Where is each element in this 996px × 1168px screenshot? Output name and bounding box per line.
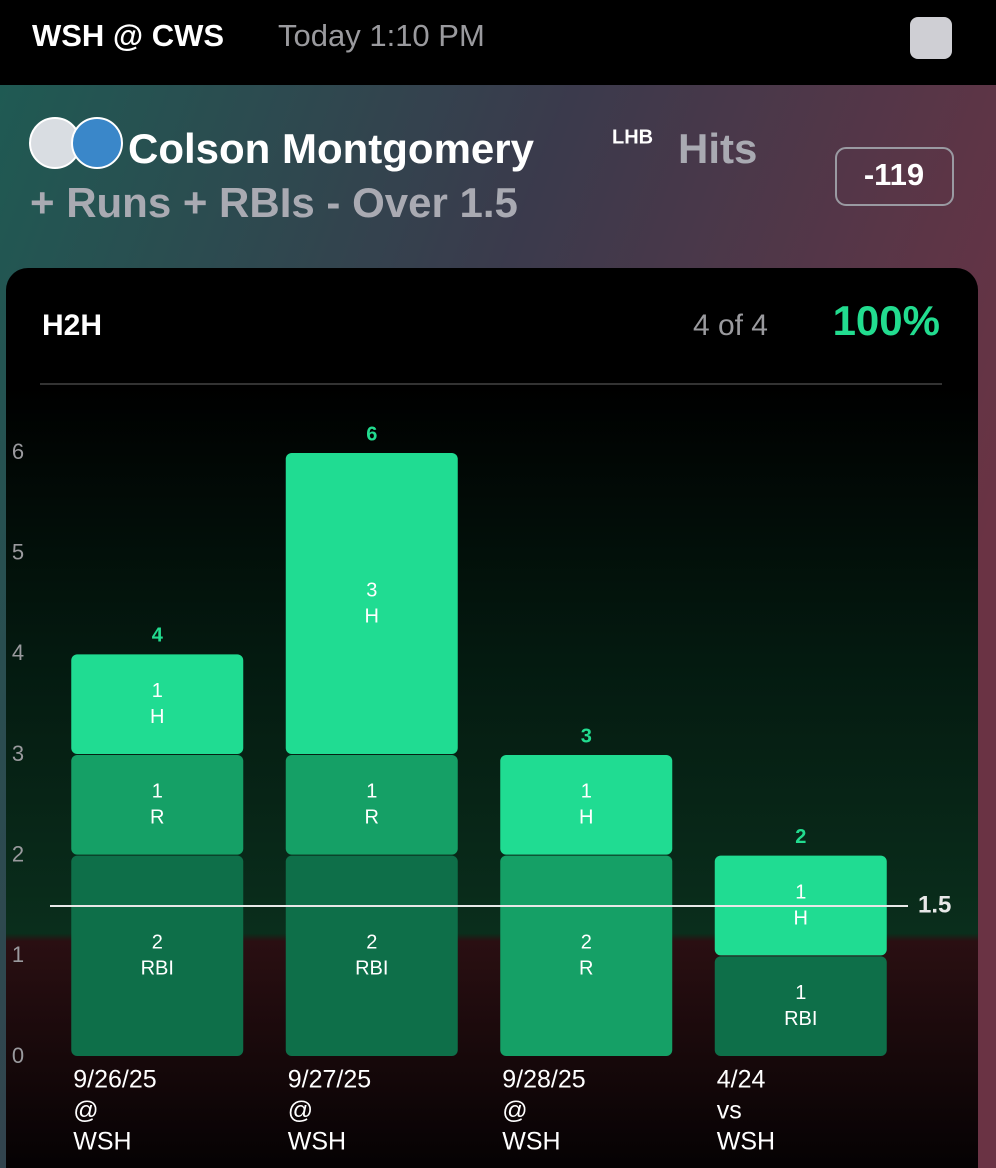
bar-segment bbox=[500, 755, 673, 855]
game-time: Today 1:10 PM bbox=[278, 18, 485, 53]
x-tick-label: @ bbox=[288, 1097, 313, 1125]
x-tick-label: WSH bbox=[73, 1128, 131, 1156]
segment-name: H bbox=[794, 907, 808, 929]
segment-value: 2 bbox=[581, 932, 592, 954]
record: 4 of 4 bbox=[693, 309, 768, 342]
chart: 0 1 2 3 4 5 6 2 RBI 1 R 1 H 4 9/26/25 @ WSH 2 RBI 1 R 3 H 6 9/27… bbox=[12, 423, 952, 1155]
x-tick-label: 9/27/25 bbox=[288, 1066, 371, 1094]
segment-value: 1 bbox=[795, 881, 806, 903]
x-tick-label: 4/24 bbox=[717, 1066, 766, 1094]
bar-segment bbox=[285, 453, 458, 754]
y-tick-label: 6 bbox=[12, 439, 24, 464]
card-title: H2H bbox=[42, 309, 102, 342]
total-label: 6 bbox=[366, 423, 377, 445]
y-tick-label: 5 bbox=[12, 539, 24, 564]
x-tick-label: @ bbox=[502, 1097, 527, 1125]
x-tick-label: vs bbox=[717, 1097, 742, 1125]
x-tick-label: 9/28/25 bbox=[502, 1066, 585, 1094]
bar-segment bbox=[285, 855, 458, 1056]
bar-segment bbox=[285, 755, 458, 855]
segment-value: 2 bbox=[152, 932, 163, 954]
segment-name: H bbox=[150, 706, 164, 728]
x-tick-label: WSH bbox=[288, 1128, 346, 1156]
odds-button[interactable] bbox=[835, 147, 954, 206]
y-tick-label: 3 bbox=[12, 741, 24, 766]
market: Hits bbox=[678, 125, 757, 172]
segment-name: R bbox=[150, 807, 164, 829]
segment-name: RBI bbox=[355, 958, 388, 980]
segment-value: 2 bbox=[366, 932, 377, 954]
segment-name: RBI bbox=[784, 1008, 817, 1030]
matchup: WSH @ CWS bbox=[32, 18, 224, 53]
team-logo bbox=[71, 117, 123, 169]
total-label: 2 bbox=[795, 826, 806, 848]
x-tick-label: WSH bbox=[717, 1128, 775, 1156]
bar-segment bbox=[71, 855, 244, 1056]
header-bar bbox=[0, 0, 996, 85]
total-label: 4 bbox=[152, 625, 164, 647]
segment-value: 1 bbox=[795, 982, 806, 1004]
market: + Runs + RBIs - Over 1.5 bbox=[30, 179, 518, 226]
total-label: 3 bbox=[581, 725, 592, 747]
segment-name: H bbox=[579, 807, 593, 829]
bar-segment bbox=[71, 755, 244, 855]
segment-name: R bbox=[579, 958, 593, 980]
y-tick-label: 4 bbox=[12, 640, 24, 665]
bar-segment bbox=[500, 855, 673, 1056]
hit-rate: 100% bbox=[833, 297, 940, 344]
x-tick-label: WSH bbox=[502, 1128, 560, 1156]
segment-name: RBI bbox=[141, 958, 174, 980]
segment-name: H bbox=[365, 605, 379, 627]
threshold-label: 1.5 bbox=[918, 891, 951, 918]
player-name: Colson Montgomery bbox=[128, 125, 535, 172]
odds: -119 bbox=[864, 157, 924, 192]
x-tick-label: @ bbox=[73, 1097, 98, 1125]
y-tick-label: 2 bbox=[12, 841, 24, 866]
y-tick-label: 1 bbox=[12, 942, 24, 967]
x-tick-label: 9/26/25 bbox=[73, 1066, 156, 1094]
segment-value: 1 bbox=[581, 781, 592, 803]
league-icon[interactable] bbox=[910, 17, 952, 59]
bar-segment bbox=[714, 956, 887, 1056]
y-tick-label: 0 bbox=[12, 1043, 24, 1068]
segment-value: 1 bbox=[366, 781, 377, 803]
bar-segment bbox=[71, 654, 244, 754]
segment-value: 1 bbox=[152, 680, 163, 702]
segment-value: 3 bbox=[366, 579, 377, 601]
segment-value: 1 bbox=[152, 781, 163, 803]
batter-hand: LHB bbox=[612, 126, 653, 148]
segment-name: R bbox=[365, 807, 379, 829]
